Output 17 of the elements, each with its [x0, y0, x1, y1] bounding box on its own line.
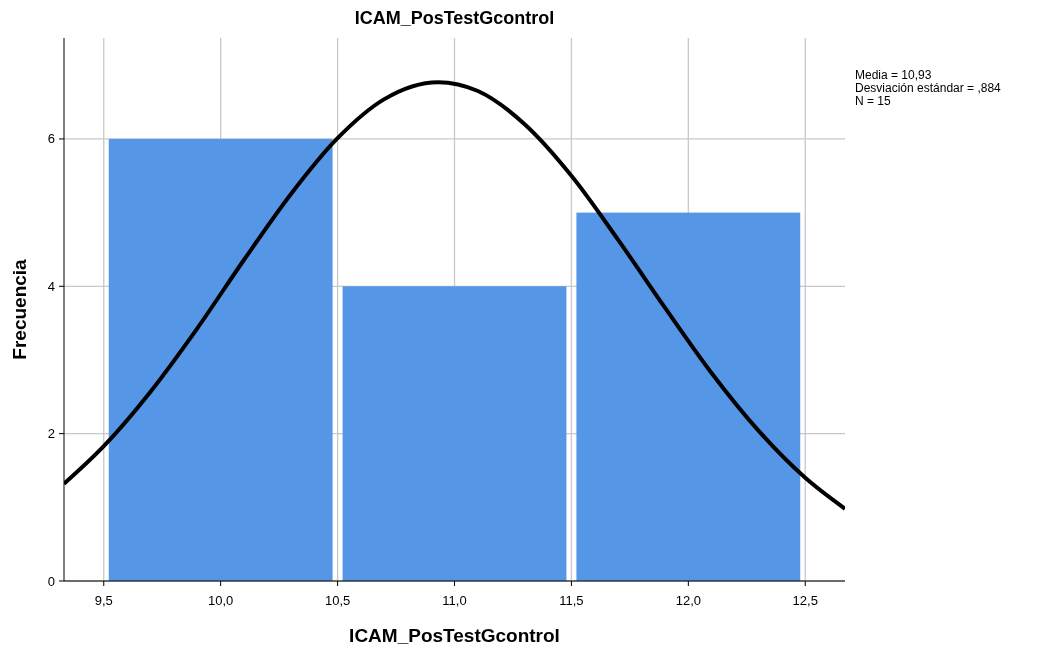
text: Desviación estándar = ,884	[855, 81, 1002, 95]
y-tick-label: 0	[47, 573, 55, 589]
chart-title: ICAM_PosTestGcontrol	[354, 8, 555, 28]
x-tick-label: 10,5	[324, 593, 351, 608]
y-tick-label: 2	[47, 426, 55, 442]
y-axis-title: Frecuencia	[9, 258, 30, 360]
y-tick-label: 6	[47, 131, 55, 147]
text: Media = 10,93	[855, 68, 932, 82]
x-tick-label: 12,0	[675, 593, 701, 608]
x-axis-title: ICAM_PosTestGcontrol	[349, 625, 560, 646]
x-tick-label: 11,5	[559, 593, 584, 608]
x-tick-label: 11,0	[442, 593, 467, 608]
text: N = 15	[855, 94, 892, 108]
x-tick-label: 9,5	[94, 593, 113, 608]
y-tick-label: 4	[47, 278, 55, 294]
x-tick-label: 10,0	[208, 593, 234, 608]
x-tick-label: 12,5	[792, 593, 818, 608]
